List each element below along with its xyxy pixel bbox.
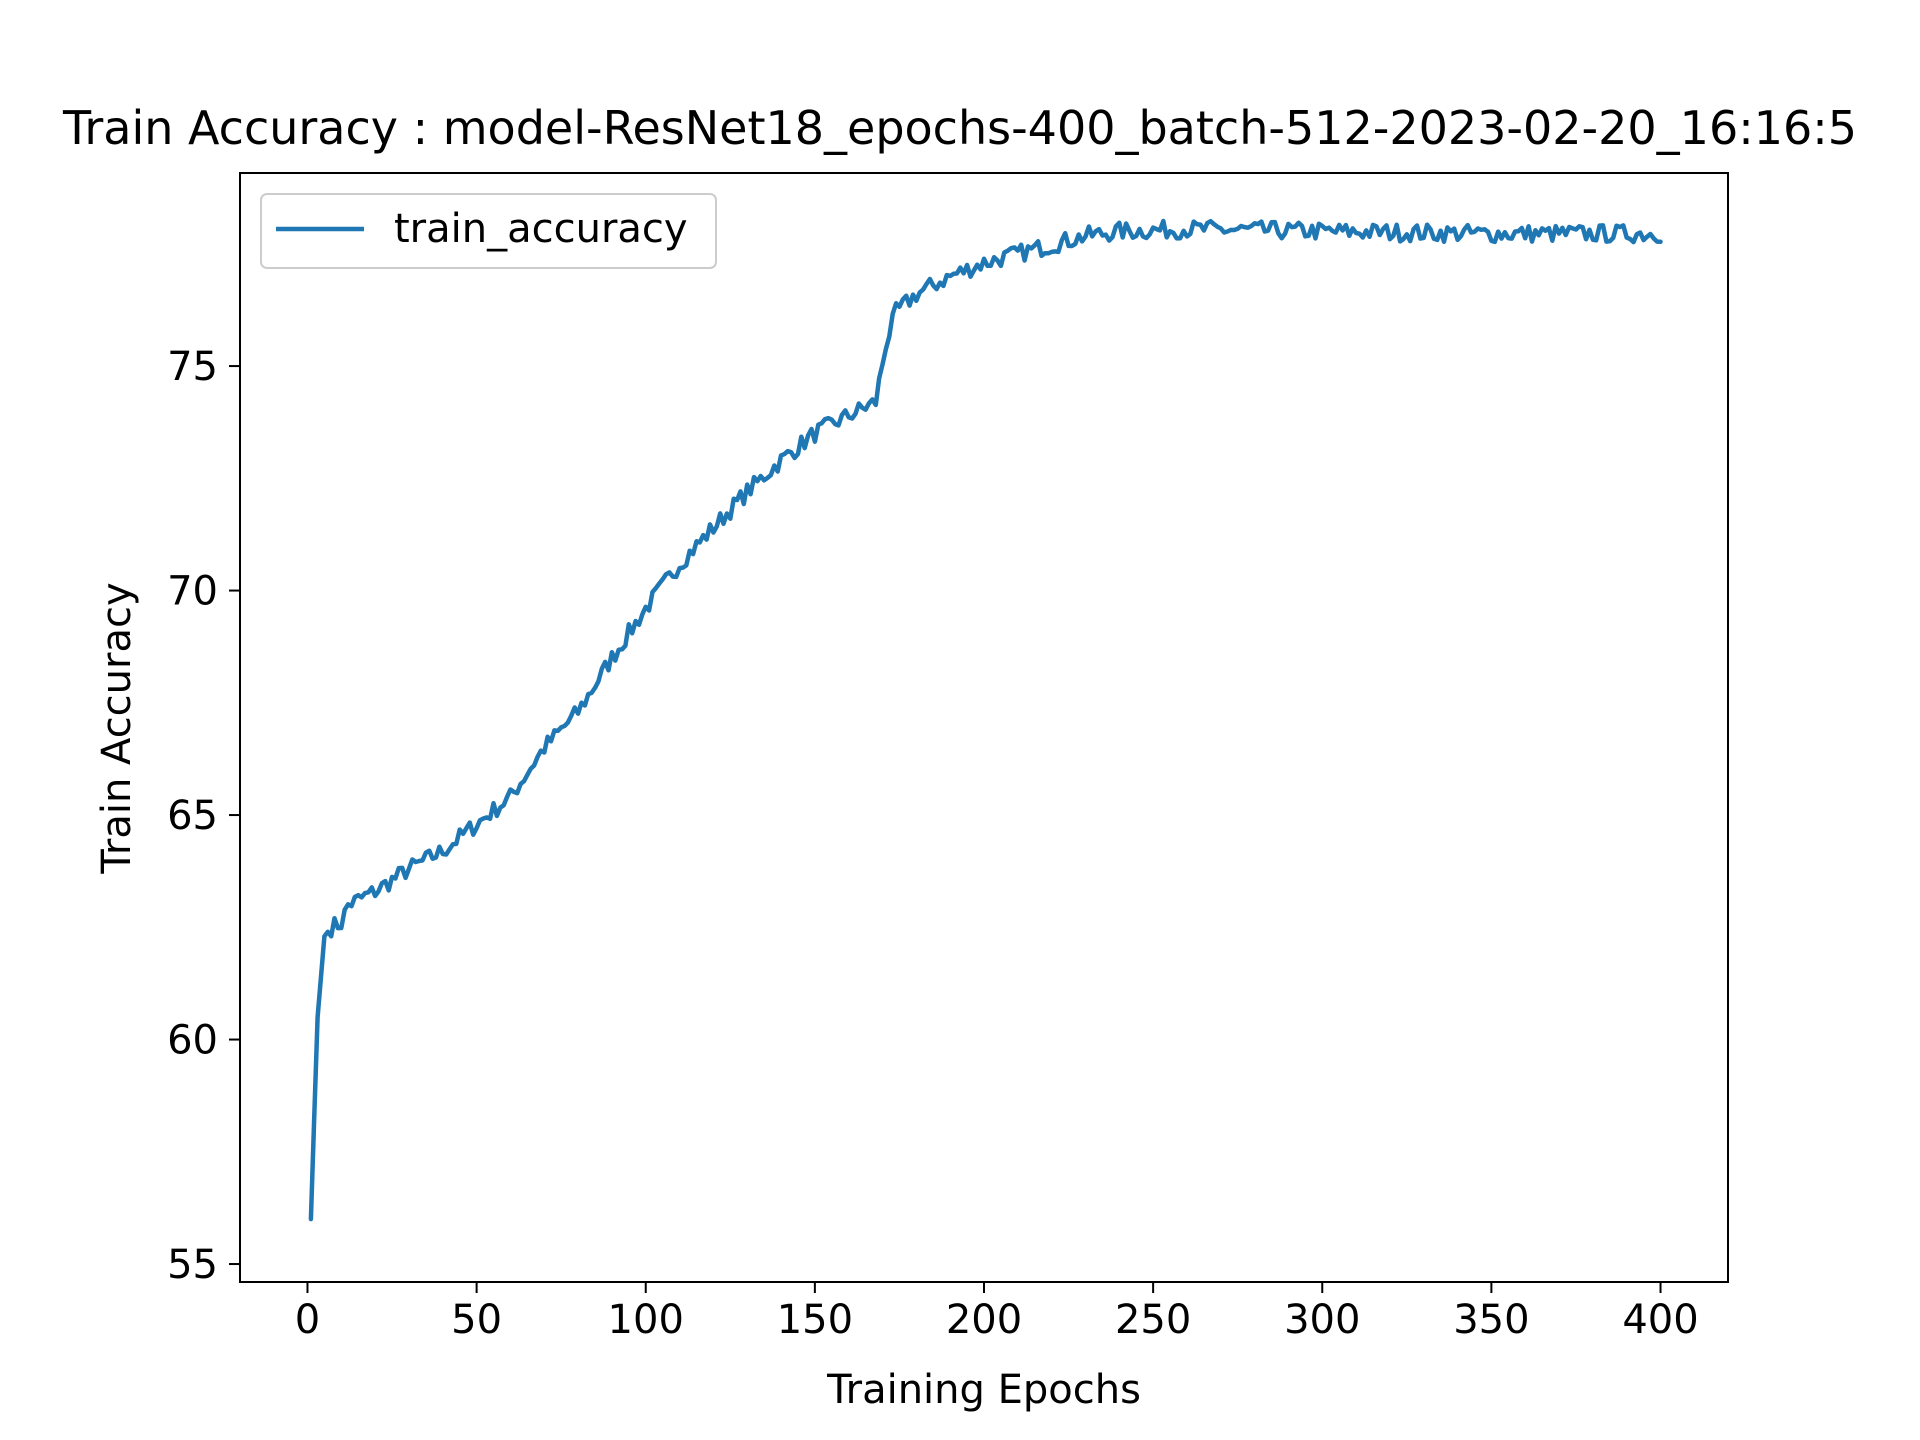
x-tick-label: 50 [451, 1297, 502, 1343]
y-tick-label: 70 [167, 569, 218, 615]
y-tick-label: 75 [167, 344, 218, 390]
y-axis-label: Train Accuracy [94, 582, 140, 874]
x-tick-label: 350 [1453, 1297, 1529, 1343]
y-tick-label: 65 [167, 793, 218, 839]
x-tick-label: 100 [608, 1297, 684, 1343]
legend-label: train_accuracy [394, 206, 688, 252]
y-tick-label: 55 [167, 1242, 218, 1288]
x-axis-label: Training Epochs [826, 1367, 1141, 1413]
legend-box [260, 193, 717, 269]
x-tick-label: 200 [946, 1297, 1022, 1343]
legend: train_accuracy [260, 193, 717, 269]
x-axis: 0 50 100 150 200 250 300 350 400 [295, 1282, 1699, 1343]
x-tick-label: 400 [1622, 1297, 1698, 1343]
x-tick-label: 0 [295, 1297, 320, 1343]
y-axis: 55 60 65 70 75 [167, 344, 240, 1288]
y-tick-label: 60 [167, 1018, 218, 1064]
chart-title: Train Accuracy : model-ResNet18_epochs-4… [62, 101, 1857, 155]
x-tick-label: 300 [1284, 1297, 1360, 1343]
x-tick-label: 150 [777, 1297, 853, 1343]
x-tick-label: 250 [1115, 1297, 1191, 1343]
series-line-train-accuracy [308, 218, 1663, 1222]
